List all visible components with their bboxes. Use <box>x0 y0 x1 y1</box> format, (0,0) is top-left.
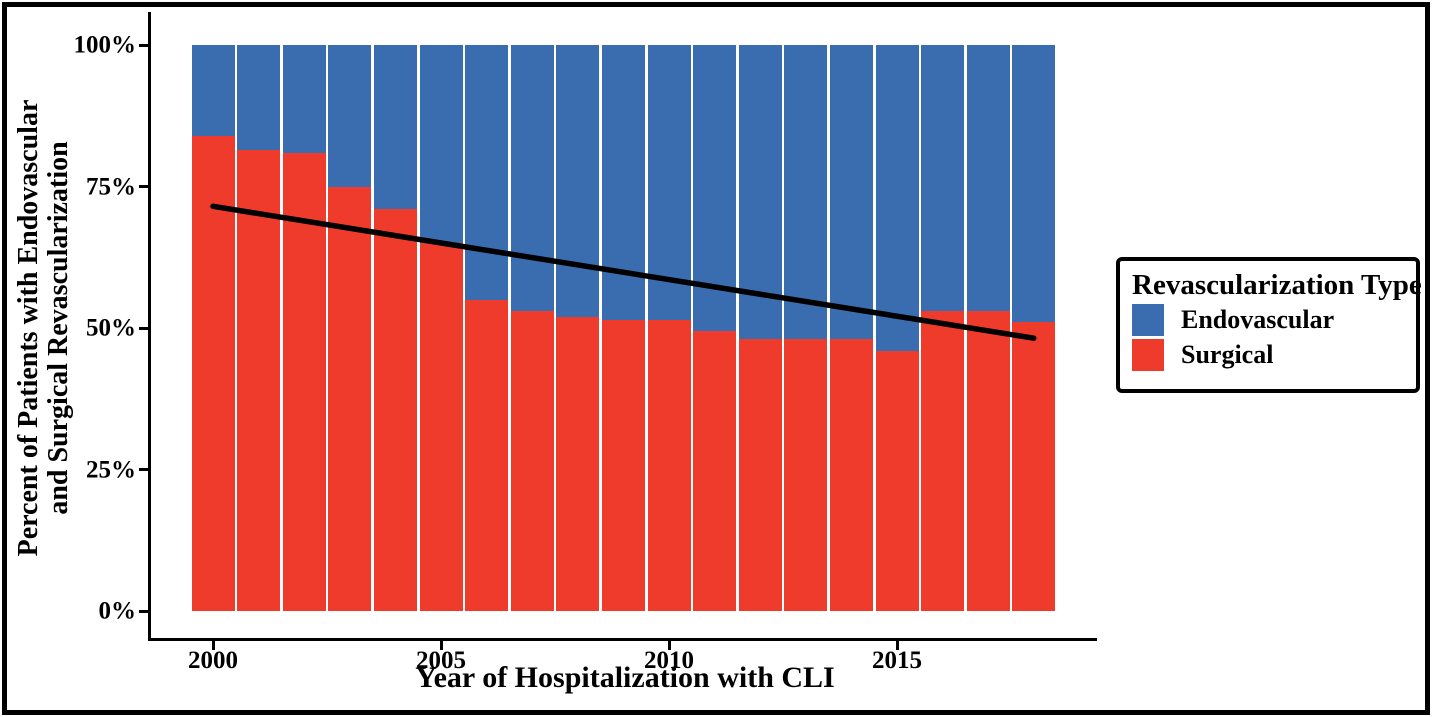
bar-2013-endovascular <box>784 45 828 340</box>
bar-2011-surgical <box>693 330 737 611</box>
x-tick-label-2000: 2000 <box>188 647 238 674</box>
bar-2011-endovascular <box>693 45 737 331</box>
bar-2013-surgical <box>784 339 828 611</box>
x-tick-2010 <box>667 641 671 650</box>
bar-2012-endovascular <box>738 45 782 340</box>
bar-2010-endovascular <box>647 45 691 320</box>
surgical-swatch-icon <box>1132 339 1164 371</box>
bar-2016-endovascular <box>921 45 965 312</box>
bar-2004-endovascular <box>373 45 417 210</box>
bar-2002-endovascular <box>282 45 326 153</box>
bar-2003-surgical <box>328 186 372 611</box>
bar-2018-endovascular <box>1012 45 1056 323</box>
y-tick-label-25: 25% <box>86 456 136 483</box>
bar-2017-endovascular <box>966 45 1010 312</box>
bar-2014-endovascular <box>829 45 873 340</box>
y-tick-label-100: 100% <box>73 31 137 59</box>
legend-title: Revascularization Type <box>1132 269 1422 301</box>
bar-2005-surgical <box>419 243 463 611</box>
y-tick-0 <box>139 609 149 613</box>
x-axis-title: Year of Hospitalization with CLI <box>415 661 835 694</box>
x-tick-2000 <box>211 641 215 650</box>
bar-2010-surgical <box>647 319 691 611</box>
bar-2004-surgical <box>373 209 417 611</box>
bar-2006-surgical <box>465 299 509 611</box>
bar-2002-surgical <box>282 152 326 611</box>
bar-2015-endovascular <box>875 45 919 351</box>
x-tick-label-2010: 2010 <box>644 647 694 674</box>
bar-2014-surgical <box>829 339 873 611</box>
y-tick-label-0: 0% <box>98 597 137 625</box>
bar-2008-surgical <box>556 316 600 611</box>
legend-item-endovascular: Endovascular <box>1132 304 1404 336</box>
bar-2007-surgical <box>510 311 554 611</box>
y-tick-50 <box>139 326 149 330</box>
bar-2000-endovascular <box>191 45 235 136</box>
bar-2009-endovascular <box>601 45 645 320</box>
x-axis-line <box>148 638 1097 641</box>
y-tick-label-50: 50% <box>86 314 136 342</box>
y-tick-25 <box>139 468 149 471</box>
legend-item-surgical: Surgical <box>1132 339 1404 371</box>
legend-label-endovascular: Endovascular <box>1181 305 1335 334</box>
bar-2015-surgical <box>875 350 919 611</box>
y-tick-100 <box>139 43 149 47</box>
bar-2003-endovascular <box>328 45 372 187</box>
x-tick-label-2005: 2005 <box>416 647 466 674</box>
y-tick-75 <box>139 185 149 188</box>
x-tick-label-2015: 2015 <box>872 647 922 674</box>
bar-2007-endovascular <box>510 45 554 312</box>
bar-2006-endovascular <box>465 45 509 300</box>
x-tick-2005 <box>439 641 443 650</box>
bar-2000-surgical <box>191 135 235 611</box>
bar-2009-surgical <box>601 319 645 611</box>
y-axis-line <box>148 12 151 641</box>
bar-2005-endovascular <box>419 45 463 244</box>
bar-2012-surgical <box>738 339 782 611</box>
bar-2008-endovascular <box>556 45 600 317</box>
y-tick-label-75: 75% <box>86 173 136 200</box>
bar-2017-surgical <box>966 311 1010 611</box>
x-tick-2015 <box>895 641 899 650</box>
legend-label-surgical: Surgical <box>1181 340 1274 369</box>
bar-2018-surgical <box>1012 322 1056 611</box>
endovascular-swatch-icon <box>1132 304 1164 336</box>
legend: Revascularization Type Endovascular Surg… <box>1116 257 1422 393</box>
bar-2016-surgical <box>921 311 965 611</box>
bar-2001-surgical <box>237 149 281 611</box>
bar-2001-endovascular <box>237 45 281 150</box>
